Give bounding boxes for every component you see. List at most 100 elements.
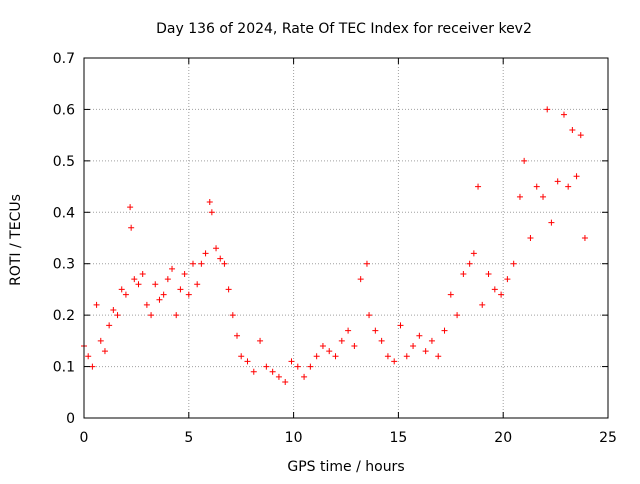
- data-point: [275, 373, 282, 380]
- data-point: [128, 224, 135, 231]
- y-tick-label: 0.1: [53, 360, 75, 376]
- data-point: [169, 265, 176, 272]
- data-point: [208, 209, 215, 216]
- data-point: [447, 291, 454, 298]
- data-point: [338, 337, 345, 344]
- y-tick-label: 0.4: [53, 205, 75, 221]
- data-point: [148, 312, 155, 319]
- data-point: [397, 322, 404, 329]
- y-tick-label: 0.7: [53, 51, 75, 67]
- data-point: [466, 260, 473, 267]
- x-tick-label: 10: [285, 430, 303, 446]
- data-point: [250, 368, 257, 375]
- data-point: [363, 260, 370, 267]
- data-point: [263, 363, 270, 370]
- data-point: [491, 286, 498, 293]
- data-point: [577, 132, 584, 139]
- data-point: [569, 127, 576, 133]
- data-point: [122, 291, 129, 298]
- y-tick-label: 0.6: [53, 102, 75, 118]
- data-point: [93, 301, 100, 308]
- data-point: [156, 296, 163, 303]
- data-point: [410, 343, 417, 349]
- data-point: [213, 245, 220, 252]
- data-point: [221, 260, 228, 267]
- data-point: [454, 312, 461, 319]
- data-point: [422, 348, 429, 355]
- data-point: [510, 260, 517, 267]
- data-point: [313, 353, 320, 360]
- data-point: [372, 327, 379, 334]
- data-point: [351, 343, 358, 349]
- data-point: [110, 307, 117, 313]
- data-point: [565, 183, 572, 190]
- data-point: [244, 358, 251, 365]
- data-point: [460, 271, 467, 277]
- x-axis-ticks: 0 5 10 15 20 25: [80, 58, 617, 446]
- data-point: [198, 260, 205, 267]
- chart-title: Day 136 of 2024, Rate Of TEC Index for r…: [156, 21, 532, 37]
- data-point: [307, 363, 314, 370]
- data-point: [114, 312, 121, 319]
- data-point: [89, 363, 96, 370]
- data-point: [206, 199, 213, 205]
- data-point: [160, 291, 167, 298]
- data-point: [498, 291, 505, 298]
- data-point: [85, 353, 92, 360]
- data-point: [173, 312, 180, 319]
- data-point: [294, 363, 301, 370]
- data-point: [403, 353, 410, 360]
- data-point: [135, 281, 142, 288]
- data-point: [527, 235, 534, 241]
- data-point: [384, 353, 391, 360]
- data-points: [81, 106, 588, 385]
- data-point: [101, 348, 108, 355]
- data-point: [332, 353, 339, 360]
- data-point: [97, 337, 104, 344]
- data-point: [366, 312, 373, 319]
- data-point: [548, 219, 555, 226]
- data-point: [288, 358, 295, 365]
- data-point: [441, 327, 448, 334]
- data-point: [143, 301, 150, 308]
- data-point: [435, 353, 442, 360]
- y-axis-ticks: 0 0.1 0.2 0.3 0.4 0.5 0.6 0.7: [53, 51, 608, 427]
- x-tick-label: 15: [389, 430, 407, 446]
- data-point: [194, 281, 201, 288]
- x-tick-label: 0: [80, 430, 89, 446]
- data-point: [189, 260, 196, 267]
- data-point: [378, 337, 385, 344]
- data-point: [479, 301, 486, 308]
- data-point: [533, 183, 540, 190]
- data-point: [257, 337, 264, 344]
- data-point: [470, 250, 477, 257]
- data-point: [185, 291, 192, 298]
- data-point: [181, 271, 188, 277]
- data-point: [202, 250, 209, 257]
- data-point: [326, 348, 333, 355]
- x-tick-label: 5: [184, 430, 193, 446]
- data-point: [164, 276, 171, 283]
- data-point: [345, 327, 352, 334]
- data-point: [560, 111, 567, 118]
- x-axis-label: GPS time / hours: [287, 459, 404, 475]
- y-tick-label: 0.2: [53, 308, 75, 324]
- data-point: [581, 235, 588, 241]
- data-point: [540, 193, 547, 200]
- y-axis-label: ROTI / TECUs: [8, 194, 24, 286]
- data-point: [516, 193, 523, 200]
- data-point: [106, 322, 113, 329]
- data-point: [319, 343, 326, 349]
- data-point: [573, 173, 580, 180]
- data-point: [544, 106, 551, 113]
- data-point: [521, 157, 528, 164]
- data-point: [301, 373, 308, 380]
- data-point: [225, 286, 232, 293]
- grid-lines: [84, 58, 608, 418]
- data-point: [554, 178, 561, 185]
- data-point: [152, 281, 159, 288]
- data-point: [139, 271, 146, 277]
- data-point: [357, 276, 364, 283]
- data-point: [131, 276, 138, 283]
